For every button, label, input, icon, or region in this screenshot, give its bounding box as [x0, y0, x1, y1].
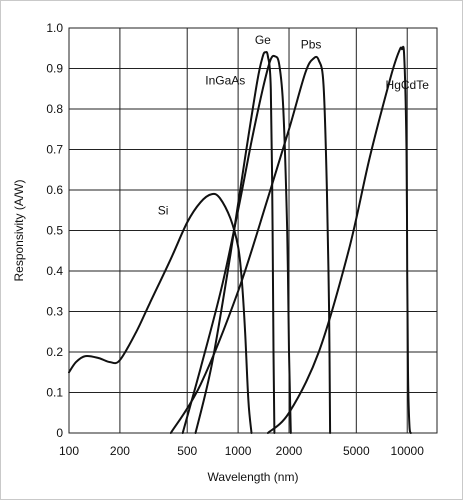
y-tick-label: 0.3 — [46, 305, 63, 319]
x-tick-label: 2000 — [276, 444, 303, 458]
tick-labels: 0 0.1 0.2 0.3 0.4 0.5 0.6 0.7 0.8 0.9 1.0 100 200 500… — [46, 21, 424, 458]
series-annotations: Si InGaAs Ge Pbs HgCdTe — [158, 33, 429, 217]
series-label-ge: Ge — [255, 33, 271, 47]
y-tick-label: 0.9 — [46, 62, 63, 76]
series-curves — [68, 45, 412, 434]
series-label-si: Si — [158, 203, 169, 217]
y-axis-title: Responsivity (A/W) — [12, 179, 26, 281]
series-label-ingaas: InGaAs — [205, 74, 245, 88]
series-line-hgcdte — [266, 45, 412, 434]
y-tick-label: 0.1 — [46, 386, 63, 400]
y-tick-label: 0.4 — [46, 264, 63, 278]
series-line-ingaas — [194, 51, 276, 434]
x-tick-label: 100 — [59, 444, 79, 458]
series-line-si — [68, 192, 253, 434]
x-tick-label: 200 — [110, 444, 130, 458]
x-tick-label: 1000 — [225, 444, 252, 458]
x-axis-title: Wavelength (nm) — [208, 470, 299, 484]
series-label-pbs: Pbs — [301, 37, 322, 51]
series-line-pbs — [169, 55, 332, 434]
x-tick-label: 10000 — [391, 444, 425, 458]
series-label-hgcdte: HgCdTe — [386, 78, 430, 92]
x-tick-label: 500 — [177, 444, 197, 458]
y-tick-label: 0.6 — [46, 183, 63, 197]
y-tick-label: 0.7 — [46, 143, 63, 157]
y-tick-label: 0.5 — [46, 224, 63, 238]
grid — [68, 27, 438, 434]
x-tick-label: 5000 — [343, 444, 370, 458]
y-tick-label: 0 — [56, 426, 63, 440]
y-tick-label: 0.8 — [46, 102, 63, 116]
y-tick-label: 1.0 — [46, 21, 63, 35]
series-line-ge — [181, 54, 292, 434]
y-tick-label: 0.2 — [46, 345, 63, 359]
